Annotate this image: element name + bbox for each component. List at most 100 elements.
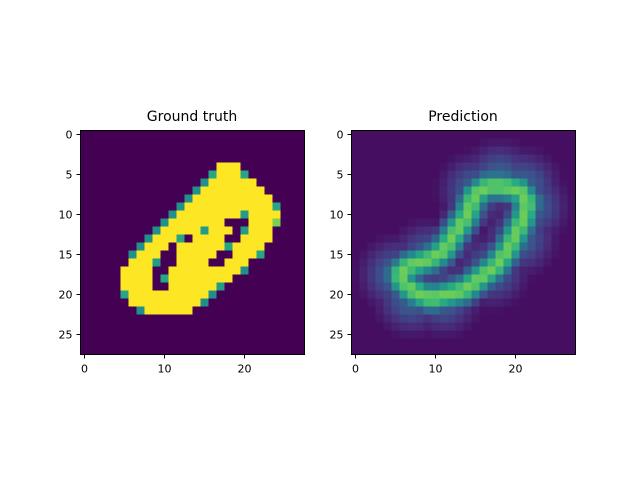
heatmap-cell: [423, 130, 432, 139]
x-tick-label: 20: [238, 363, 252, 376]
heatmap-cell: [240, 322, 249, 331]
heatmap-cell: [144, 146, 153, 155]
heatmap-cell: [535, 274, 544, 283]
heatmap-cell: [423, 314, 432, 323]
heatmap-cell: [567, 266, 576, 275]
heatmap-cell: [415, 338, 424, 347]
heatmap-cell: [359, 194, 368, 203]
heatmap-cell: [543, 170, 552, 179]
heatmap-cell: [423, 266, 432, 275]
heatmap-cell: [463, 226, 472, 235]
heatmap-cell: [280, 170, 289, 179]
heatmap-cell: [264, 330, 273, 339]
heatmap-cell: [495, 322, 504, 331]
heatmap-cell: [288, 242, 297, 251]
heatmap-cell: [280, 314, 289, 323]
heatmap-cell: [415, 170, 424, 179]
heatmap-cell: [367, 338, 376, 347]
heatmap-cell: [104, 146, 113, 155]
heatmap-cell: [487, 186, 496, 195]
heatmap-cell: [479, 338, 488, 347]
heatmap-cell: [112, 306, 121, 315]
heatmap-cell: [128, 162, 137, 171]
heatmap-cell: [463, 162, 472, 171]
heatmap-cell: [383, 282, 392, 291]
heatmap-cell: [415, 154, 424, 163]
heatmap-cell: [160, 258, 169, 267]
heatmap-cell: [128, 202, 137, 211]
heatmap-cell: [567, 346, 576, 355]
heatmap-cell: [519, 234, 528, 243]
heatmap-cell: [543, 130, 552, 139]
heatmap-cell: [232, 346, 241, 355]
heatmap-cell: [160, 218, 169, 227]
heatmap-cell: [519, 186, 528, 195]
heatmap-cell: [359, 138, 368, 147]
heatmap-cell: [551, 250, 560, 259]
heatmap-cell: [272, 154, 281, 163]
heatmap-cell: [88, 266, 97, 275]
heatmap-cell: [256, 314, 265, 323]
heatmap-cell: [256, 242, 265, 251]
heatmap-cell: [136, 290, 145, 299]
heatmap-cell: [559, 346, 568, 355]
heatmap-cell: [216, 170, 225, 179]
heatmap-cell: [240, 266, 249, 275]
heatmap-cell: [248, 242, 257, 251]
heatmap-cell: [511, 274, 520, 283]
heatmap-cell: [192, 314, 201, 323]
heatmap-cell: [144, 170, 153, 179]
heatmap-cell: [503, 338, 512, 347]
heatmap-cell: [136, 306, 145, 315]
heatmap-cell: [351, 250, 360, 259]
heatmap-cell: [144, 314, 153, 323]
heatmap-cell: [519, 290, 528, 299]
heatmap-cell: [264, 154, 273, 163]
heatmap-cell: [192, 178, 201, 187]
heatmap-cell: [112, 298, 121, 307]
heatmap-cell: [431, 154, 440, 163]
heatmap-cell: [479, 314, 488, 323]
heatmap-cell: [184, 202, 193, 211]
heatmap-cell: [88, 298, 97, 307]
heatmap-cell: [551, 218, 560, 227]
heatmap-cell: [96, 218, 105, 227]
heatmap-cell: [455, 210, 464, 219]
heatmap-cell: [471, 210, 480, 219]
heatmap-cell: [519, 210, 528, 219]
heatmap-cell: [479, 282, 488, 291]
heatmap-cell: [176, 346, 185, 355]
heatmap-cell: [120, 298, 129, 307]
heatmap-cell: [264, 178, 273, 187]
heatmap-cell: [104, 314, 113, 323]
heatmap-cell: [256, 338, 265, 347]
heatmap-cell: [399, 322, 408, 331]
heatmap-cell: [80, 138, 89, 147]
heatmap-cell: [184, 234, 193, 243]
heatmap-cell: [567, 210, 576, 219]
heatmap-cell: [431, 138, 440, 147]
heatmap-cell: [479, 274, 488, 283]
heatmap-cell: [168, 186, 177, 195]
heatmap-cell: [176, 226, 185, 235]
heatmap-cell: [152, 202, 161, 211]
heatmap-cell: [423, 290, 432, 299]
heatmap-cell: [296, 298, 305, 307]
heatmap-cell: [168, 290, 177, 299]
heatmap-cell: [152, 282, 161, 291]
heatmap-cell: [224, 250, 233, 259]
heatmap-cell: [503, 330, 512, 339]
heatmap-cell: [136, 314, 145, 323]
heatmap-cell: [431, 178, 440, 187]
heatmap-cell: [463, 178, 472, 187]
heatmap-cell: [296, 338, 305, 347]
heatmap-cell: [519, 330, 528, 339]
heatmap-cell: [96, 290, 105, 299]
heatmap-cell: [527, 162, 536, 171]
heatmap-cell: [511, 202, 520, 211]
heatmap-cell: [248, 130, 257, 139]
heatmap-cell: [463, 138, 472, 147]
heatmap-cell: [431, 186, 440, 195]
heatmap-cell: [511, 322, 520, 331]
heatmap-cell: [144, 306, 153, 315]
